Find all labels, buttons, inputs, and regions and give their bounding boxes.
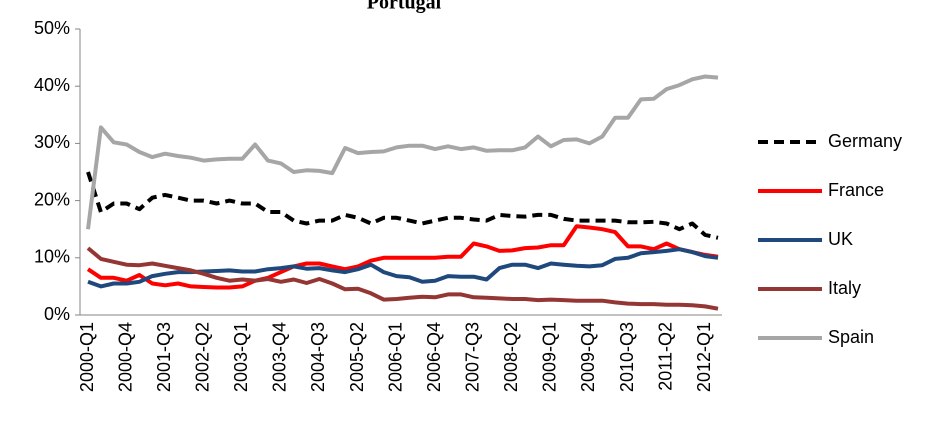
x-tick-label: 2002-Q2	[192, 322, 212, 392]
legend-label: Italy	[828, 278, 861, 298]
y-tick-label: 20%	[34, 189, 70, 209]
y-tick-label: 10%	[34, 247, 70, 267]
x-tick-label: 2006-Q1	[385, 322, 405, 392]
y-tick-label: 50%	[34, 18, 70, 38]
x-tick-label: 2008-Q2	[501, 322, 521, 392]
x-tick-label: 2003-Q1	[231, 322, 251, 392]
legend-label: Germany	[828, 131, 902, 151]
y-tick-label: 30%	[34, 132, 70, 152]
x-tick-label: 2000-Q1	[77, 322, 97, 392]
x-tick-label: 2009-Q1	[540, 322, 560, 392]
chart-title: Portugal	[367, 0, 442, 14]
x-tick-label: 2004-Q3	[308, 322, 328, 392]
legend-label: France	[828, 180, 884, 200]
x-tick-label: 2006-Q4	[424, 322, 444, 392]
x-tick-label: 2011-Q2	[655, 322, 675, 391]
x-tick-label: 2000-Q4	[115, 322, 135, 392]
y-tick-label: 0%	[44, 304, 70, 324]
series-line	[86, 224, 719, 290]
x-tick-label: 2007-Q3	[462, 322, 482, 392]
series-line	[86, 246, 719, 311]
x-tick-label: 2010-Q3	[617, 322, 637, 392]
x-tick-label: 2003-Q4	[270, 322, 290, 392]
y-tick-label: 40%	[34, 75, 70, 95]
legend-label: Spain	[828, 327, 874, 347]
x-tick-label: 2001-Q3	[154, 322, 174, 392]
x-tick-label: 2009-Q4	[578, 322, 598, 392]
series-line	[86, 74, 719, 230]
series-line	[86, 171, 719, 240]
legend-label: UK	[828, 229, 853, 249]
x-tick-label: 2005-Q2	[347, 322, 367, 392]
x-tick-label: 2012-Q1	[694, 322, 714, 392]
